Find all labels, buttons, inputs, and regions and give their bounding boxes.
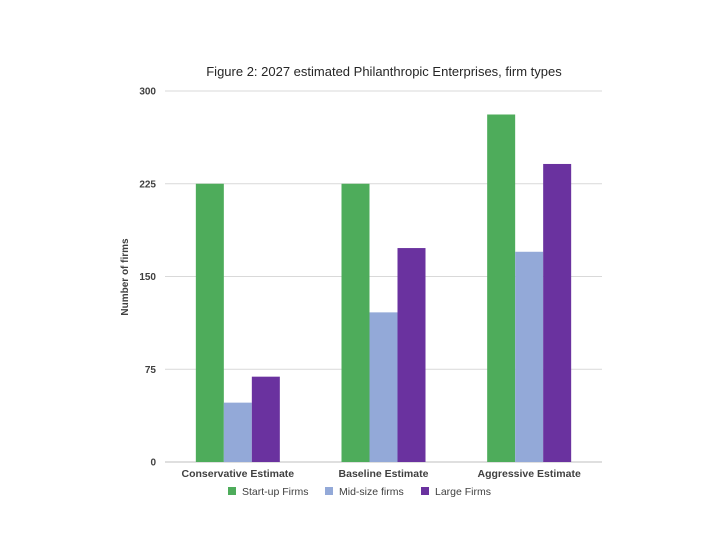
x-category-label: Aggressive Estimate	[478, 468, 581, 480]
x-category-label: Baseline Estimate	[339, 468, 429, 480]
y-axis-ticks: 0 75 150 225 300	[139, 87, 156, 469]
bar	[223, 402, 252, 462]
x-axis-categories: Conservative Estimate Baseline Estimate Ag…	[182, 468, 581, 480]
bars	[195, 114, 572, 463]
legend-label: Start-up Firms	[242, 486, 309, 498]
legend-swatch	[228, 487, 236, 495]
y-tick-label: 0	[150, 458, 156, 469]
legend: Start-up Firms Mid-size firms Large Firms	[228, 486, 491, 498]
y-tick-label: 225	[139, 179, 156, 190]
y-tick-label: 150	[139, 272, 156, 283]
bar	[515, 251, 544, 462]
bar	[543, 163, 572, 463]
bar	[397, 248, 426, 462]
legend-label: Mid-size firms	[339, 486, 404, 498]
bar	[487, 114, 516, 462]
x-category-label: Conservative Estimate	[182, 468, 295, 480]
y-tick-label: 75	[145, 365, 157, 376]
bar	[195, 183, 224, 462]
legend-swatch	[421, 487, 429, 495]
bar	[341, 183, 370, 462]
bar	[251, 376, 280, 462]
legend-swatch	[325, 487, 333, 495]
legend-label: Large Firms	[435, 486, 491, 498]
y-axis-label: Number of firms	[120, 238, 131, 316]
chart-title: Figure 2: 2027 estimated Philanthropic E…	[206, 64, 562, 79]
y-tick-label: 300	[139, 87, 156, 98]
bar	[369, 312, 398, 462]
